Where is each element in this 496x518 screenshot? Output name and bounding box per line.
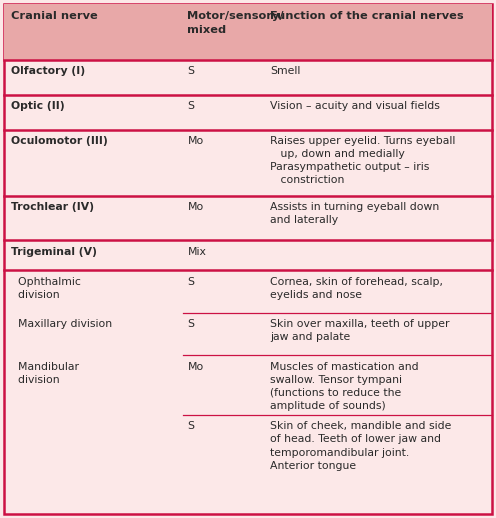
Text: S: S [187,319,194,329]
Text: Muscles of mastication and
swallow. Tensor tympani
(functions to reduce the
ampl: Muscles of mastication and swallow. Tens… [270,362,419,411]
Text: Trigeminal (V): Trigeminal (V) [11,247,97,256]
Text: Smell: Smell [270,66,301,76]
Text: S: S [187,101,194,111]
Text: Assists in turning eyeball down
and laterally: Assists in turning eyeball down and late… [270,202,439,225]
Text: Cranial nerve: Cranial nerve [11,11,98,21]
Text: Mix: Mix [187,247,206,256]
Text: Cornea, skin of forehead, scalp,
eyelids and nose: Cornea, skin of forehead, scalp, eyelids… [270,277,443,300]
Text: Skin over maxilla, teeth of upper
jaw and palate: Skin over maxilla, teeth of upper jaw an… [270,319,450,342]
Text: Mo: Mo [187,136,204,146]
Text: S: S [187,277,194,286]
Text: Mo: Mo [187,202,204,212]
Text: Maxillary division: Maxillary division [11,319,112,329]
Text: Vision – acuity and visual fields: Vision – acuity and visual fields [270,101,440,111]
Text: Function of the cranial nerves: Function of the cranial nerves [270,11,464,21]
Text: S: S [187,66,194,76]
Text: Mandibular
  division: Mandibular division [11,362,79,385]
Bar [4,4,492,60]
Text: Motor/sensory/
mixed: Motor/sensory/ mixed [187,11,284,35]
Text: Ophthalmic
  division: Ophthalmic division [11,277,81,300]
Text: Raises upper eyelid. Turns eyeball
   up, down and medially
Parasympathetic outp: Raises upper eyelid. Turns eyeball up, d… [270,136,456,185]
Text: Skin of cheek, mandible and side
of head. Teeth of lower jaw and
temporomandibul: Skin of cheek, mandible and side of head… [270,421,452,471]
Text: Trochlear (IV): Trochlear (IV) [11,202,94,212]
Text: S: S [187,421,194,431]
Text: Olfactory (I): Olfactory (I) [11,66,85,76]
Text: Optic (II): Optic (II) [11,101,64,111]
Text: Mo: Mo [187,362,204,371]
Text: Oculomotor (III): Oculomotor (III) [11,136,108,146]
